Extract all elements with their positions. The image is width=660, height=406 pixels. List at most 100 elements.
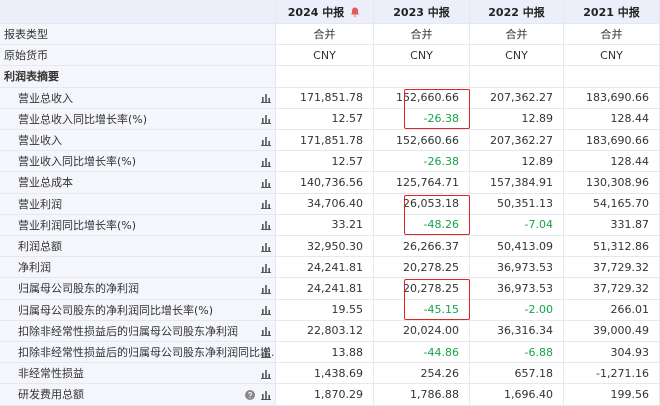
value-cell: 20,024.00	[374, 320, 470, 342]
value-cell: 合并	[276, 24, 374, 46]
header-blank	[0, 0, 276, 24]
row-label: 利润总额	[0, 236, 276, 258]
chart-icon[interactable]	[261, 93, 271, 104]
value-cell: 24,241.81	[276, 278, 374, 300]
empty-cell	[564, 66, 660, 88]
value-cell: 37,729.32	[564, 278, 660, 300]
column-header[interactable]: 2024 中报	[276, 0, 374, 24]
row-label: 归属母公司股东的净利润同比增长率(%)	[0, 299, 276, 321]
help-icon[interactable]	[245, 389, 255, 400]
value-cell: 1,696.40	[470, 384, 564, 406]
value-cell: 207,362.27	[470, 130, 564, 152]
row-label: 扣除非经常性损益后的归属母公司股东净利润同比增...	[0, 342, 276, 364]
value-cell: 152,660.66	[374, 130, 470, 152]
value-cell: 36,316.34	[470, 320, 564, 342]
value-cell: CNY	[470, 45, 564, 67]
chart-icon[interactable]	[261, 369, 271, 379]
value-cell: 合并	[470, 24, 564, 46]
value-cell: 51,312.86	[564, 236, 660, 258]
row-label: 利润表摘要	[0, 66, 276, 88]
value-cell: 24,241.81	[276, 257, 374, 279]
value-cell: 254.26	[374, 363, 470, 385]
chart-icon[interactable]	[261, 348, 271, 358]
value-cell: CNY	[374, 45, 470, 67]
value-cell: -44.86	[374, 342, 470, 364]
value-cell: 331.87	[564, 214, 660, 236]
highlight-box	[404, 194, 470, 235]
empty-cell	[470, 66, 564, 88]
value-cell: 128.44	[564, 108, 660, 130]
row-label: 净利润	[0, 257, 276, 279]
row-label: 非经常性损益	[0, 363, 276, 385]
value-cell: -6.88	[470, 342, 564, 364]
value-cell: 183,690.66	[564, 87, 660, 109]
chart-icon[interactable]	[261, 220, 271, 231]
value-cell: 37,729.32	[564, 257, 660, 279]
value-cell: 12.89	[470, 108, 564, 130]
row-label: 扣除非经常性损益后的归属母公司股东净利润	[0, 320, 276, 342]
row-label: 营业总收入同比增长率(%)	[0, 108, 276, 130]
chart-icon[interactable]	[261, 305, 271, 316]
row-label: 研发费用总额	[0, 384, 276, 406]
value-cell: 54,165.70	[564, 193, 660, 215]
row-label: 营业总成本	[0, 172, 276, 194]
value-cell: 36,973.53	[470, 257, 564, 279]
value-cell: 12.89	[470, 151, 564, 173]
value-cell: 50,413.09	[470, 236, 564, 258]
value-cell: CNY	[564, 45, 660, 67]
value-cell: 207,362.27	[470, 87, 564, 109]
value-cell: -26.38	[374, 151, 470, 173]
value-cell: 171,851.78	[276, 87, 374, 109]
value-cell: 171,851.78	[276, 130, 374, 152]
value-cell: 199.56	[564, 384, 660, 406]
value-cell: 130,308.96	[564, 172, 660, 194]
chart-icon[interactable]	[261, 178, 271, 188]
chart-icon[interactable]	[261, 157, 271, 167]
empty-cell	[374, 66, 470, 88]
value-cell: 12.57	[276, 108, 374, 130]
value-cell: 20,278.25	[374, 257, 470, 279]
chart-icon[interactable]	[261, 136, 271, 146]
row-label: 营业总收入	[0, 87, 276, 109]
chart-icon[interactable]	[261, 326, 271, 337]
chart-icon[interactable]	[261, 284, 271, 294]
value-cell: 22,803.12	[276, 320, 374, 342]
value-cell: CNY	[276, 45, 374, 67]
value-cell: 39,000.49	[564, 320, 660, 342]
value-cell: 26,266.37	[374, 236, 470, 258]
value-cell: 183,690.66	[564, 130, 660, 152]
value-cell: 合并	[374, 24, 470, 46]
column-header[interactable]: 2022 中报	[470, 0, 564, 24]
chart-icon[interactable]	[261, 242, 271, 252]
row-label: 营业利润同比增长率(%)	[0, 214, 276, 236]
value-cell: 19.55	[276, 299, 374, 321]
value-cell: 合并	[564, 24, 660, 46]
value-cell: 1,438.69	[276, 363, 374, 385]
chart-icon[interactable]	[261, 199, 271, 210]
chart-icon[interactable]	[261, 263, 271, 273]
column-header[interactable]: 2021 中报	[564, 0, 660, 24]
value-cell: 32,950.30	[276, 236, 374, 258]
highlight-box	[404, 88, 470, 129]
value-cell: 657.18	[470, 363, 564, 385]
chart-icon[interactable]	[261, 390, 271, 400]
row-label: 报表类型	[0, 24, 276, 46]
row-label: 归属母公司股东的净利润	[0, 278, 276, 300]
chart-icon[interactable]	[261, 114, 271, 125]
highlight-box	[404, 279, 470, 320]
alert-icon	[351, 7, 360, 17]
value-cell: 140,736.56	[276, 172, 374, 194]
value-cell: 1,870.29	[276, 384, 374, 406]
value-cell: 1,786.88	[374, 384, 470, 406]
column-header[interactable]: 2023 中报	[374, 0, 470, 24]
value-cell: -1,271.16	[564, 363, 660, 385]
value-cell: 50,351.13	[470, 193, 564, 215]
value-cell: 304.93	[564, 342, 660, 364]
row-label: 原始货币	[0, 45, 276, 67]
value-cell: 266.01	[564, 299, 660, 321]
value-cell: 36,973.53	[470, 278, 564, 300]
row-label: 营业利润	[0, 193, 276, 215]
empty-cell	[276, 66, 374, 88]
value-cell: 34,706.40	[276, 193, 374, 215]
